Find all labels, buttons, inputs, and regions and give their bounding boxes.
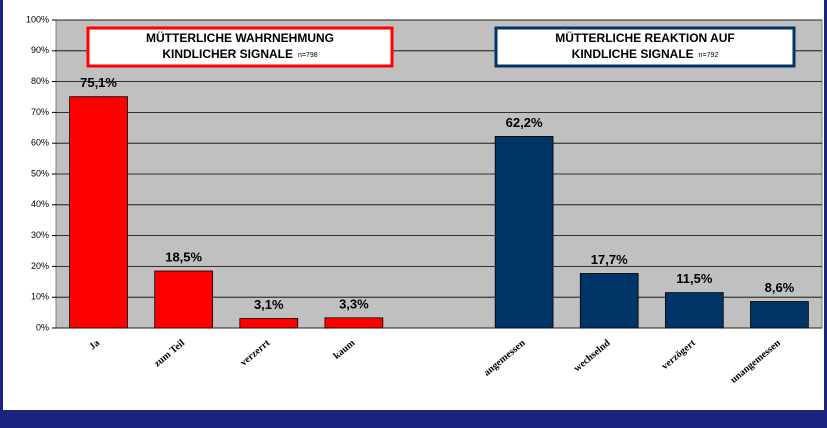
bar [750, 301, 809, 329]
annotation-line: KINDLICHER SIGNALE n=798 [162, 47, 317, 61]
annotation-line: MÜTTERLICHE REAKTION AUF [555, 30, 735, 45]
data-label: 18,5% [165, 249, 202, 264]
bar [154, 270, 214, 329]
annotation-line: KINDLICHE SIGNALE n=792 [572, 47, 719, 61]
annotation-note: n=798 [298, 52, 318, 59]
bar [579, 273, 639, 329]
data-label: 62,2% [506, 115, 543, 130]
bar [494, 136, 554, 329]
annotation-line: MÜTTERLICHE WAHRNEHMUNG [146, 30, 334, 45]
annotation-text: KINDLICHE SIGNALE [572, 47, 694, 61]
bar [69, 96, 128, 329]
data-label: 3,3% [339, 296, 369, 311]
annotation-text: KINDLICHER SIGNALE [162, 47, 293, 61]
y-tick-label: 100% [26, 14, 49, 24]
bar [324, 317, 384, 329]
bar [239, 318, 299, 329]
bar [664, 292, 724, 329]
y-tick-label: 80% [31, 76, 49, 86]
data-label: 11,5% [676, 271, 713, 286]
y-tick-label: 40% [31, 199, 49, 209]
y-tick-label: 60% [31, 138, 49, 148]
y-tick-label: 90% [31, 45, 49, 55]
y-tick-label: 30% [31, 230, 49, 240]
data-label: 17,7% [591, 252, 628, 267]
annotation-note: n=792 [699, 52, 719, 59]
data-label: 8,6% [765, 280, 795, 295]
y-tick-label: 70% [31, 107, 49, 117]
data-label: 3,1% [254, 297, 284, 312]
y-tick-label: 50% [31, 168, 49, 178]
annotation-box [494, 26, 796, 68]
y-tick-label: 20% [31, 261, 49, 271]
data-label: 75,1% [80, 75, 117, 90]
y-tick-label: 10% [31, 292, 49, 302]
y-tick-label: 0% [36, 322, 49, 332]
annotation-box [86, 26, 394, 68]
